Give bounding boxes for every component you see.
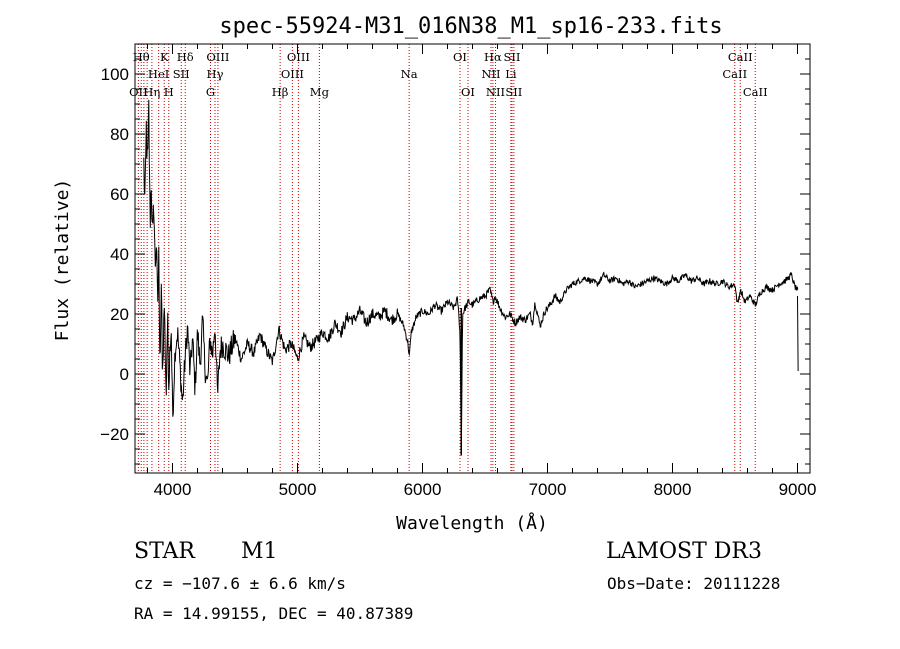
x-tick-label: 9000 xyxy=(779,480,817,499)
line-marker-label: NII xyxy=(486,85,505,99)
line-marker-label: OIII xyxy=(287,50,310,64)
line-marker-label: H xyxy=(164,85,174,99)
y-tick-label: 20 xyxy=(110,305,129,324)
line-markers xyxy=(137,44,756,473)
line-marker-label: NII xyxy=(481,67,500,81)
chart-title: spec-55924-M31_016N38_M1_sp16-233.fits xyxy=(219,14,722,39)
x-tick-label: 7000 xyxy=(529,480,567,499)
line-marker-label: OIII xyxy=(206,50,229,64)
y-tick-label: 0 xyxy=(120,365,129,384)
line-marker-label: K xyxy=(160,50,169,64)
x-axis-title: Wavelength (Å) xyxy=(396,512,548,534)
x-tick-label: 8000 xyxy=(654,480,692,499)
y-axis-title: Flux (relative) xyxy=(52,179,73,342)
line-marker-label: Hβ xyxy=(272,85,289,99)
line-marker-label: Mg xyxy=(310,85,330,99)
spectrum-end-drop xyxy=(797,295,799,372)
y-tick-label: 60 xyxy=(110,185,129,204)
line-marker-label: Hα xyxy=(484,50,502,64)
line-marker-label: CaII xyxy=(722,67,747,81)
object-class: STAR xyxy=(134,539,195,564)
line-marker-labels: OII Hθ Hη HeI K H SII Hδ G Hγ OIII Hβ OIII OIII Mg Na OI… xyxy=(129,50,768,99)
line-marker-label: HeI xyxy=(148,67,169,81)
line-marker-label: Hη xyxy=(143,85,160,99)
line-marker-label: CaII xyxy=(728,50,753,64)
object-subclass: M1 xyxy=(241,539,278,564)
line-marker-label: SII xyxy=(505,85,522,99)
ra-dec-text: RA = 14.99155, DEC = 40.87389 xyxy=(134,604,414,623)
redshift-text: cz = −107.6 ± 6.6 km/s xyxy=(134,574,346,593)
survey-name: LAMOST DR3 xyxy=(606,539,762,564)
x-tick-label: 6000 xyxy=(404,480,442,499)
obs-date-text: Obs−Date: 20111228 xyxy=(607,574,781,593)
line-marker-label: SII xyxy=(173,67,190,81)
line-marker-label: Hδ xyxy=(177,50,194,64)
line-marker-label: OIII xyxy=(281,67,304,81)
line-marker-label: OI xyxy=(461,85,475,99)
y-tick-label: 40 xyxy=(110,245,129,264)
line-marker-label: G xyxy=(206,85,215,99)
line-marker-label: Li xyxy=(505,67,517,81)
line-marker-label: Na xyxy=(401,67,418,81)
y-tick-label: −20 xyxy=(100,425,129,444)
spectrum-line xyxy=(143,99,799,456)
x-tick-label: 4000 xyxy=(154,480,192,499)
line-marker-label: Hγ xyxy=(207,67,224,81)
line-marker-label: CaII xyxy=(743,85,768,99)
spectrum-series xyxy=(143,99,799,456)
line-marker-label: OII xyxy=(129,85,148,99)
axis-ticks: 4000 5000 6000 7000 8000 9000 −20 0 20 40 60 80 100 xyxy=(100,43,817,499)
y-tick-label: 100 xyxy=(101,65,129,84)
plot-frame xyxy=(134,43,811,474)
line-marker-label: OI xyxy=(453,50,467,64)
line-marker-label: Hθ xyxy=(133,50,150,64)
x-tick-label: 5000 xyxy=(279,480,317,499)
y-tick-label: 80 xyxy=(110,125,129,144)
line-marker-label: SII xyxy=(504,50,521,64)
